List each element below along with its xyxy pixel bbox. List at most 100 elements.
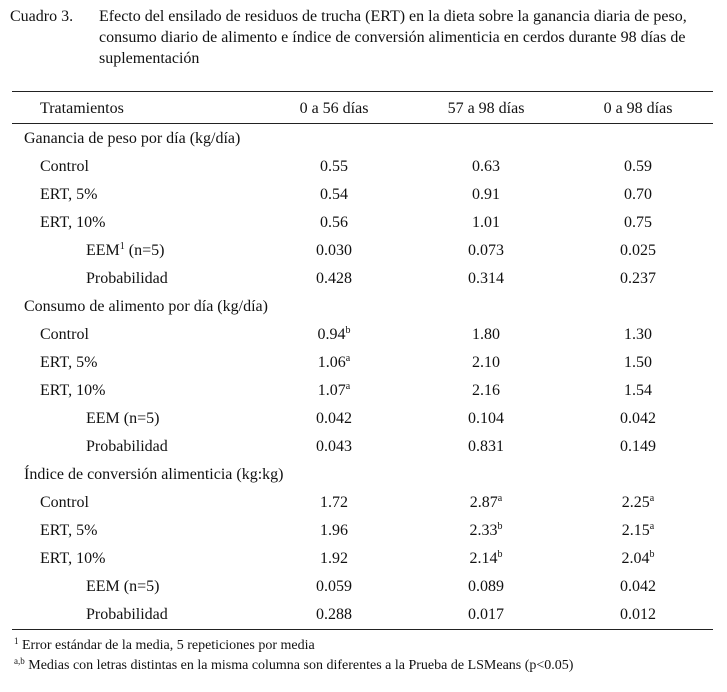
row-label: ERT, 5% <box>40 181 97 209</box>
significance-letter: b <box>497 549 503 560</box>
value-text: 0.63 <box>472 158 500 175</box>
value-text: 2.15 <box>621 522 650 539</box>
significance-letter: b <box>345 325 351 336</box>
value-cell: 0.314 <box>426 265 546 293</box>
value-cell: 0.012 <box>578 601 698 629</box>
value-text: 0.012 <box>620 606 656 623</box>
row-label-text: EEM (n=5) <box>86 410 160 427</box>
footnote-1: 1 Error estándar de la media, 5 repetici… <box>14 636 315 656</box>
row-label: EEM (n=5) <box>86 405 159 433</box>
value-text: 0.042 <box>620 578 656 595</box>
header-rule <box>12 123 713 124</box>
section-row: Consumo de alimento por día (kg/día) <box>0 293 727 321</box>
value-cell: 1.54 <box>578 377 698 405</box>
table-row: ERT, 5% 0.54 0.91 0.70 <box>0 181 727 209</box>
value-cell: 0.104 <box>426 405 546 433</box>
top-rule <box>12 91 713 92</box>
value-text: 1.80 <box>472 326 500 343</box>
row-label-text: Probabilidad <box>86 606 168 623</box>
value-cell: 0.042 <box>578 405 698 433</box>
table-row: ERT, 10% 1.07a 2.16 1.54 <box>0 377 727 405</box>
row-label-text: ERT, 10% <box>40 550 106 567</box>
table-row: ERT, 5% 1.96 2.33b 2.15a <box>0 517 727 545</box>
row-label: ERT, 5% <box>40 517 97 545</box>
significance-letter: b <box>649 549 655 560</box>
value-text: 0.94 <box>317 326 346 343</box>
row-label: Probabilidad <box>86 433 168 461</box>
value-text: 0.91 <box>472 186 500 203</box>
value-cell: 1.96 <box>274 517 394 545</box>
value-text: 1.72 <box>320 494 348 511</box>
value-text: 0.59 <box>624 158 652 175</box>
value-cell: 2.87a <box>426 489 546 517</box>
value-cell: 2.15a <box>578 517 698 545</box>
value-text: 2.14 <box>469 550 498 567</box>
row-label-text: ERT, 5% <box>40 354 98 371</box>
value-cell: 1.30 <box>578 321 698 349</box>
table-row: ERT, 10% 0.56 1.01 0.75 <box>0 209 727 237</box>
row-label-text: Control <box>40 158 89 175</box>
table-row: Probabilidad 0.428 0.314 0.237 <box>0 265 727 293</box>
value-cell: 2.14b <box>426 545 546 573</box>
row-label-text: ERT, 10% <box>40 382 106 399</box>
row-label-text: EEM (n=5) <box>86 578 160 595</box>
row-label-text: ERT, 5% <box>40 186 98 203</box>
value-text: 0.288 <box>316 606 352 623</box>
value-text: 2.87 <box>469 494 498 511</box>
value-text: 2.10 <box>472 354 500 371</box>
value-cell: 0.149 <box>578 433 698 461</box>
value-cell: 2.33b <box>426 517 546 545</box>
section-row: Ganancia de peso por día (kg/día) <box>0 125 727 153</box>
value-text: 2.16 <box>472 382 500 399</box>
value-text: 0.104 <box>468 410 504 427</box>
significance-letter: b <box>497 521 503 532</box>
value-cell: 0.56 <box>274 209 394 237</box>
value-text: 0.70 <box>624 186 652 203</box>
table-row: EEM (n=5) 0.059 0.089 0.042 <box>0 573 727 601</box>
value-cell: 0.059 <box>274 573 394 601</box>
value-cell: 2.04b <box>578 545 698 573</box>
value-text: 0.75 <box>624 214 652 231</box>
value-cell: 1.06a <box>274 349 394 377</box>
value-cell: 0.94b <box>274 321 394 349</box>
table-row: Probabilidad 0.288 0.017 0.012 <box>0 601 727 629</box>
value-cell: 0.043 <box>274 433 394 461</box>
footnote-text: Error estándar de la media, 5 repeticion… <box>18 638 315 653</box>
table-row: Probabilidad 0.043 0.831 0.149 <box>0 433 727 461</box>
value-text: 0.073 <box>468 242 504 259</box>
row-label-suffix: (n=5) <box>124 242 165 259</box>
value-text: 0.042 <box>620 410 656 427</box>
row-label: ERT, 10% <box>40 545 105 573</box>
row-label-text: ERT, 5% <box>40 522 98 539</box>
value-cell: 0.030 <box>274 237 394 265</box>
value-text: 0.831 <box>468 438 504 455</box>
footnote-marker: a,b <box>14 656 25 666</box>
value-cell: 0.428 <box>274 265 394 293</box>
table-row: EEM (n=5) 0.042 0.104 0.042 <box>0 405 727 433</box>
table-row: ERT, 10% 1.92 2.14b 2.04b <box>0 545 727 573</box>
row-label: Probabilidad <box>86 601 168 629</box>
value-text: 2.25 <box>621 494 650 511</box>
significance-letter: a <box>345 381 351 392</box>
value-cell: 1.50 <box>578 349 698 377</box>
row-label: ERT, 10% <box>40 377 105 405</box>
value-cell: 0.63 <box>426 153 546 181</box>
table-row: EEM1 (n=5) 0.030 0.073 0.025 <box>0 237 727 265</box>
value-text: 1.01 <box>472 214 500 231</box>
header-period-1: 0 a 56 días <box>299 100 369 117</box>
value-cell: 1.01 <box>426 209 546 237</box>
value-cell: 0.59 <box>578 153 698 181</box>
value-text: 0.54 <box>320 186 348 203</box>
value-cell: 1.92 <box>274 545 394 573</box>
footnote-2: a,b Medias con letras distintas en la mi… <box>14 656 573 676</box>
header-treatments: Tratamientos <box>40 100 124 117</box>
table-row: ERT, 5% 1.06a 2.10 1.50 <box>0 349 727 377</box>
section-row: Índice de conversión alimenticia (kg:kg) <box>0 461 727 489</box>
value-text: 0.089 <box>468 578 504 595</box>
value-text: 0.149 <box>620 438 656 455</box>
value-text: 0.042 <box>316 410 352 427</box>
row-label-text: ERT, 10% <box>40 214 106 231</box>
value-text: 1.07 <box>317 382 346 399</box>
row-label: Control <box>40 489 89 517</box>
row-label: Control <box>40 321 89 349</box>
